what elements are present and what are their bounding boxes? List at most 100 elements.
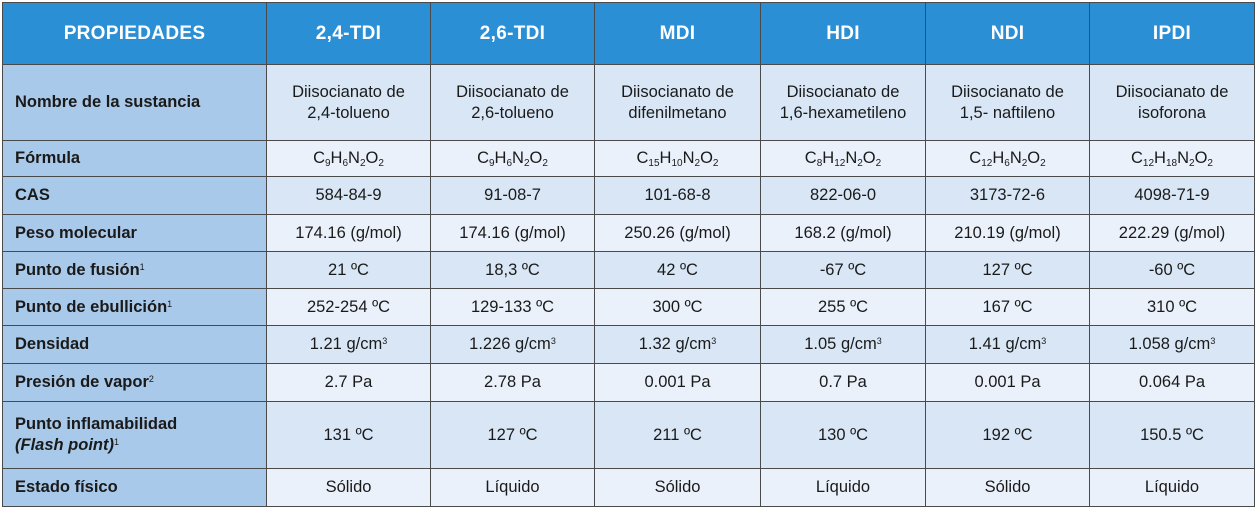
row-label: Punto de ebullición1 [2,288,267,326]
cell-formula: C9H6N2O2 [266,140,431,177]
cell-boiling: 252-254 ºC [266,288,431,326]
row-label: Nombre de la sustancia [2,64,267,141]
header-cell-26tdi: 2,6-TDI [430,2,595,65]
cell-boiling: 167 ºC [925,288,1090,326]
cell-cas: 101-68-8 [594,176,761,215]
cell-density: 1.41 g/cm3 [925,325,1090,364]
cell-boiling: 300 ºC [594,288,761,326]
cell-state: Líquido [760,468,926,507]
cell-formula: C15H10N2O2 [594,140,761,177]
name-line: 2,4-tolueno [307,103,390,122]
row-melting-point: Punto de fusión1 21 ºC 18,3 ºC 42 ºC -67… [2,251,1255,289]
name-line: 1,6-hexametileno [779,103,907,122]
cell-cas: 584-84-9 [266,176,431,215]
header-cell-ipdi: IPDI [1089,2,1255,65]
cell-name: Diisocianato de 1,6-hexametileno [760,64,926,141]
name-line: 2,6-tolueno [471,103,554,122]
cell-flash: 127 ºC [430,401,595,469]
name-line: Diisocianato de [621,82,734,101]
cell-state: Sólido [925,468,1090,507]
name-line: 1,5- naftileno [959,103,1056,122]
cell-melting: 18,3 ºC [430,251,595,289]
row-label: Peso molecular [2,214,267,252]
header-cell-hdi: HDI [760,2,926,65]
cell-name: Diisocianato de 2,6-tolueno [430,64,595,141]
cell-density: 1.21 g/cm3 [266,325,431,364]
name-line: Diisocianato de [786,82,900,101]
row-formula: Fórmula C9H6N2O2 C9H6N2O2 C15H10N2O2 C8H… [2,140,1255,177]
cell-melting: -67 ºC [760,251,926,289]
row-label: Punto inflamabilidad (Flash point)1 [2,401,267,469]
cell-state: Sólido [594,468,761,507]
footnote-ref: 2 [148,374,154,384]
cell-melting: 127 ºC [925,251,1090,289]
row-physical-state: Estado físico Sólido Líquido Sólido Líqu… [2,468,1255,507]
header-cell-ndi: NDI [925,2,1090,65]
footnote-ref: 1 [139,261,145,272]
cell-flash: 150.5 ºC [1089,401,1255,469]
row-density: Densidad 1.21 g/cm3 1.226 g/cm3 1.32 g/c… [2,325,1255,364]
row-label: Estado físico [2,468,267,507]
cell-vapor: 0.7 Pa [760,363,926,402]
name-line: difenilmetano [628,103,727,122]
row-molecular-weight: Peso molecular 174.16 (g/mol) 174.16 (g/… [2,214,1255,252]
name-line: Diisocianato de [951,82,1064,101]
row-label: Presión de vapor2 [2,363,267,402]
name-line: isoforona [1138,103,1206,122]
cell-weight: 174.16 (g/mol) [266,214,431,252]
cell-vapor: 0.001 Pa [925,363,1090,402]
row-vapor-pressure: Presión de vapor2 2.7 Pa 2.78 Pa 0.001 P… [2,363,1255,402]
cell-weight: 222.29 (g/mol) [1089,214,1255,252]
name-line: Diisocianato de [292,82,405,101]
cell-density: 1.05 g/cm3 [760,325,926,364]
row-label: Punto de fusión1 [2,251,267,289]
row-flash-point: Punto inflamabilidad (Flash point)1 131 º… [2,401,1255,469]
cell-flash: 211 ºC [594,401,761,469]
header-cell-properties: PROPIEDADES [2,2,267,65]
cell-vapor: 0.001 Pa [594,363,761,402]
cell-formula: C9H6N2O2 [430,140,595,177]
cell-state: Sólido [266,468,431,507]
cell-state: Líquido [1089,468,1255,507]
cell-density: 1.058 g/cm3 [1089,325,1255,364]
cell-melting: 21 ºC [266,251,431,289]
cell-flash: 192 ºC [925,401,1090,469]
cell-melting: 42 ºC [594,251,761,289]
cell-cas: 822-06-0 [760,176,926,215]
cell-boiling: 255 ºC [760,288,926,326]
cell-cas: 4098-71-9 [1089,176,1255,215]
header-cell-mdi: MDI [594,2,761,65]
cell-vapor: 0.064 Pa [1089,363,1255,402]
header-row: PROPIEDADES 2,4-TDI 2,6-TDI MDI HDI NDI … [2,2,1255,65]
cell-formula: C12H18N2O2 [1089,140,1255,177]
cell-cas: 3173-72-6 [925,176,1090,215]
cell-vapor: 2.7 Pa [266,363,431,402]
cell-name: Diisocianato de 2,4-tolueno [266,64,431,141]
cell-boiling: 310 ºC [1089,288,1255,326]
footnote-ref: 1 [167,298,173,309]
cell-weight: 174.16 (g/mol) [430,214,595,252]
properties-table: PROPIEDADES 2,4-TDI 2,6-TDI MDI HDI NDI … [2,2,1255,507]
cell-flash: 130 ºC [760,401,926,469]
name-line: Diisocianato de [1115,82,1229,101]
row-label: Densidad [2,325,267,364]
cell-density: 1.226 g/cm3 [430,325,595,364]
cell-name: Diisocianato de isoforona [1089,64,1255,141]
cell-weight: 168.2 (g/mol) [760,214,926,252]
cell-formula: C12H6N2O2 [925,140,1090,177]
row-substance-name: Nombre de la sustancia Diisocianato de 2,… [2,64,1255,141]
cell-weight: 210.19 (g/mol) [925,214,1090,252]
cell-flash: 131 ºC [266,401,431,469]
cell-formula: C8H12N2O2 [760,140,926,177]
row-boiling-point: Punto de ebullición1 252-254 ºC 129-133 … [2,288,1255,326]
cell-state: Líquido [430,468,595,507]
cell-vapor: 2.78 Pa [430,363,595,402]
header-cell-24tdi: 2,4-TDI [266,2,431,65]
row-label: Fórmula [2,140,267,177]
row-label: CAS [2,176,267,215]
cell-density: 1.32 g/cm3 [594,325,761,364]
cell-weight: 250.26 (g/mol) [594,214,761,252]
name-line: Diisocianato de [456,82,569,101]
cell-name: Diisocianato de difenilmetano [594,64,761,141]
cell-boiling: 129-133 ºC [430,288,595,326]
